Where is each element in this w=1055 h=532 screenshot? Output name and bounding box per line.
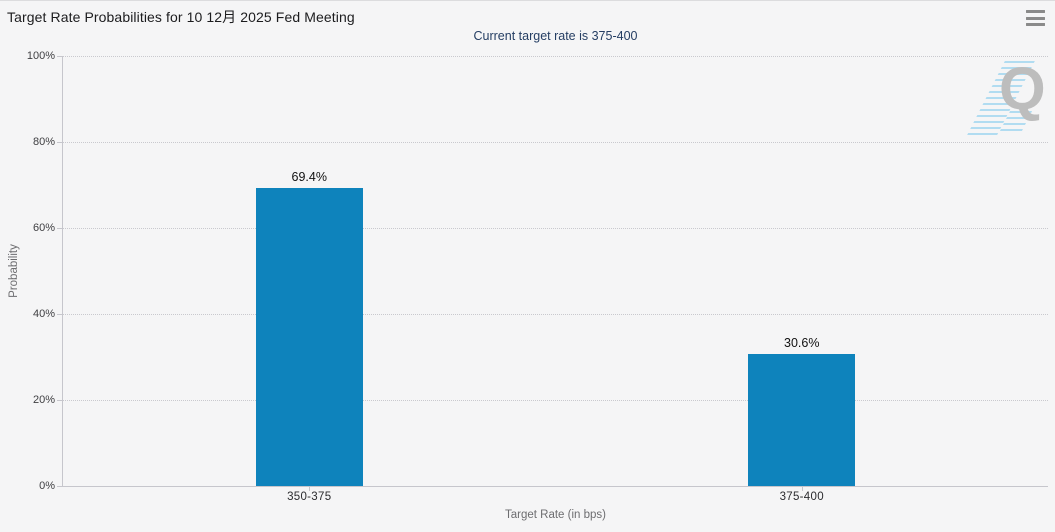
bar-350-375[interactable] bbox=[255, 187, 363, 486]
y-axis-tick-label: 20% bbox=[32, 394, 55, 406]
y-axis-tick bbox=[57, 400, 62, 401]
y-axis-tick-label: 60% bbox=[32, 222, 55, 234]
y-axis-line bbox=[62, 56, 63, 486]
y-axis-tick bbox=[57, 56, 62, 57]
x-axis-line bbox=[62, 486, 1048, 487]
gridline-20 bbox=[63, 400, 1048, 401]
y-axis-tick-label: 80% bbox=[32, 136, 55, 148]
bar-375-400[interactable] bbox=[748, 354, 856, 486]
gridline-100 bbox=[63, 56, 1048, 57]
y-axis-tick bbox=[57, 228, 62, 229]
chart-title: Target Rate Probabilities for 10 12月 202… bbox=[7, 9, 355, 25]
y-axis-tick-label: 0% bbox=[39, 480, 55, 492]
y-axis-tick-label: 100% bbox=[26, 50, 55, 62]
hamburger-menu-icon[interactable] bbox=[1026, 9, 1045, 27]
plot-area: 0% 20% 40% 60% 80% 100% 69.4% 350-375 30.6% 375-4… bbox=[27, 50, 1048, 503]
x-axis-category-label: 350-375 bbox=[287, 491, 332, 503]
x-axis-title: Target Rate (in bps) bbox=[505, 509, 606, 521]
x-axis-tick bbox=[309, 486, 311, 491]
y-axis-tick-label: 40% bbox=[32, 308, 55, 320]
y-axis-tick bbox=[57, 314, 62, 315]
y-axis-tick bbox=[57, 486, 62, 487]
x-axis-category-label: 375-400 bbox=[779, 491, 824, 503]
hamburger-bar bbox=[1026, 16, 1045, 20]
y-axis-title: Probability bbox=[8, 244, 20, 298]
gridline-40 bbox=[63, 314, 1048, 315]
hamburger-bar bbox=[1026, 10, 1045, 13]
hamburger-bar bbox=[1026, 23, 1045, 26]
bar-value-label: 30.6% bbox=[784, 336, 820, 351]
x-axis-tick bbox=[801, 486, 803, 491]
bar-value-label: 69.4% bbox=[291, 169, 327, 184]
y-axis-tick bbox=[57, 142, 62, 143]
chart-subtitle: Current target rate is 375-400 bbox=[473, 29, 638, 43]
quikstrike-watermark-icon: Q bbox=[999, 55, 1046, 122]
gridline-60 bbox=[63, 228, 1048, 229]
gridline-80 bbox=[63, 142, 1048, 143]
